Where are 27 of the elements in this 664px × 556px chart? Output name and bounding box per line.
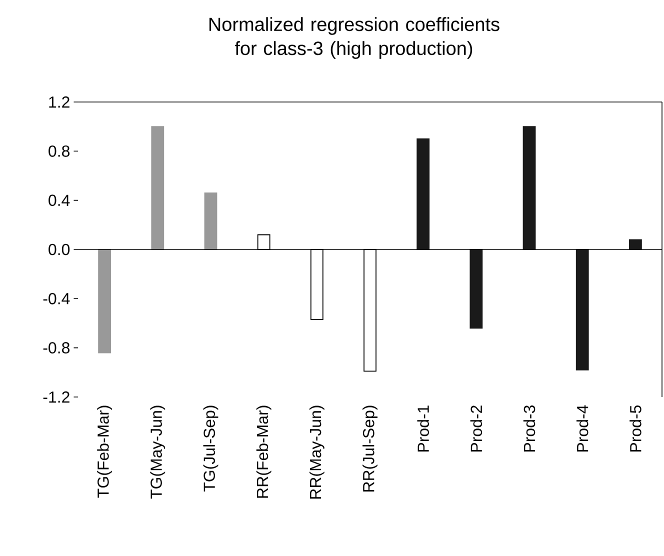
bar [522,126,536,250]
x-tick-label: Prod-3 [523,406,536,452]
x-tick-label: Prod-4 [576,405,588,452]
bar [204,192,218,250]
x-tick-label: Prod-1 [417,406,429,452]
bar [576,249,589,370]
y-tick-label: -0.8 [43,342,70,354]
x-tick-label: RR(Jul-Sep) [362,406,378,492]
x-tick-label: RR(May-Jun) [309,406,324,499]
x-tick-label: Prod-5 [630,405,642,452]
y-tick-label: 0.4 [48,194,70,206]
bar [151,126,164,250]
bar [416,138,430,250]
bar [629,239,642,250]
y-tick-label: 0.8 [48,146,70,157]
y-tick-label: 1.2 [49,96,70,108]
bar [470,249,483,329]
x-tick-label: TG(Feb-Mar) [97,406,112,498]
x-tick-label: Prod-2 [470,406,482,452]
x-tick-label: TG(Jul-Sep) [203,406,218,492]
y-tick-label: 0.0 [48,244,70,256]
y-tick-label: -0.4 [43,292,70,304]
y-tick-label: -1.2 [43,391,70,403]
bar [98,249,111,354]
x-tick-label: RR(Feb-Mar) [256,406,272,498]
x-tick-label: TG(May-Jun) [150,406,166,499]
chart-title: Normalized regression coefficients for class-3 (high production) [209,17,500,59]
